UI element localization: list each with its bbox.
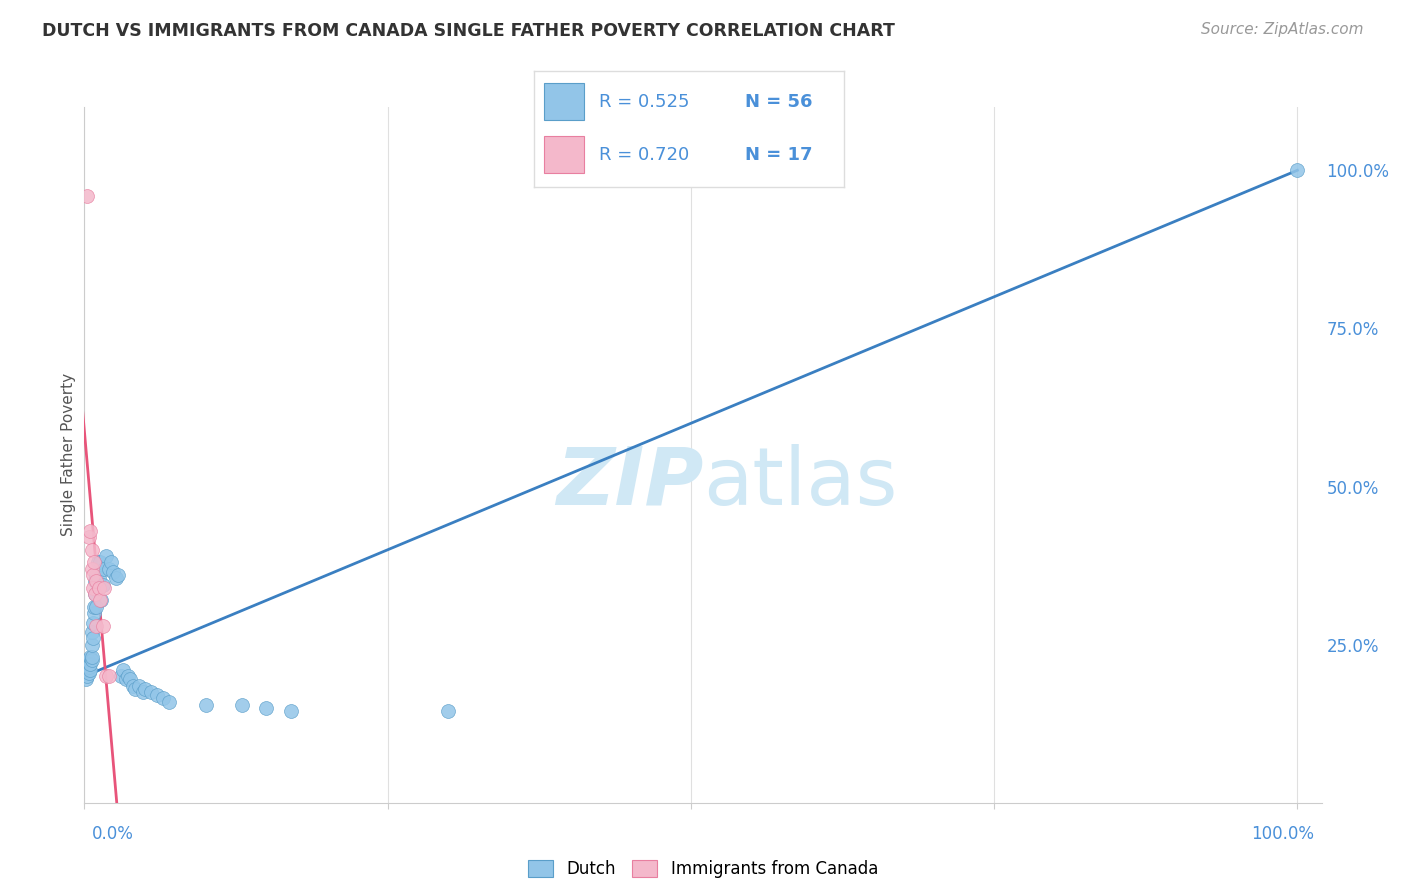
Text: N = 17: N = 17 xyxy=(745,146,813,164)
Point xyxy=(103,565,125,579)
Point xyxy=(79,650,101,665)
Point xyxy=(87,571,110,585)
Point xyxy=(75,673,97,687)
Point xyxy=(96,549,118,563)
Point xyxy=(152,691,174,706)
Point xyxy=(80,625,103,640)
Point xyxy=(100,556,122,570)
Point xyxy=(107,568,129,582)
Point xyxy=(122,679,145,693)
Point xyxy=(80,562,103,576)
Point xyxy=(84,587,107,601)
Point xyxy=(89,556,111,570)
Point xyxy=(131,685,153,699)
Point xyxy=(79,663,101,677)
Point xyxy=(437,704,460,718)
Point xyxy=(110,669,132,683)
Point xyxy=(82,568,104,582)
Point xyxy=(128,679,150,693)
Y-axis label: Single Father Poverty: Single Father Poverty xyxy=(60,374,76,536)
Point xyxy=(146,688,169,702)
Point xyxy=(77,657,100,671)
Point xyxy=(77,657,100,671)
Point xyxy=(83,556,105,570)
Point xyxy=(124,681,146,696)
Point xyxy=(157,695,180,709)
Point xyxy=(194,698,217,712)
Point xyxy=(77,660,100,674)
Point xyxy=(82,581,104,595)
Point xyxy=(117,669,139,683)
Point xyxy=(86,556,108,570)
Text: ZIP: ZIP xyxy=(555,443,703,522)
Point xyxy=(120,673,142,687)
Point xyxy=(254,701,277,715)
Point xyxy=(93,562,115,576)
Text: N = 56: N = 56 xyxy=(745,93,813,111)
Point xyxy=(104,571,127,585)
Point xyxy=(91,618,114,632)
Point xyxy=(80,542,103,557)
Point xyxy=(114,673,136,687)
Bar xyxy=(544,83,583,120)
Point xyxy=(77,653,100,667)
Point xyxy=(76,669,98,683)
Point xyxy=(86,618,108,632)
Point xyxy=(80,653,103,667)
Point xyxy=(96,669,118,683)
Point xyxy=(112,663,135,677)
Text: atlas: atlas xyxy=(703,443,897,522)
Point xyxy=(89,593,111,607)
Point xyxy=(134,681,156,696)
Point xyxy=(231,698,253,712)
Text: Source: ZipAtlas.com: Source: ZipAtlas.com xyxy=(1201,22,1364,37)
Point xyxy=(80,650,103,665)
Legend: Dutch, Immigrants from Canada: Dutch, Immigrants from Canada xyxy=(522,854,884,885)
Text: DUTCH VS IMMIGRANTS FROM CANADA SINGLE FATHER POVERTY CORRELATION CHART: DUTCH VS IMMIGRANTS FROM CANADA SINGLE F… xyxy=(42,22,896,40)
Point xyxy=(91,577,114,591)
Point xyxy=(79,524,101,538)
Point xyxy=(82,632,104,646)
Point xyxy=(83,606,105,620)
Point xyxy=(76,188,98,202)
Point xyxy=(77,666,100,681)
Text: R = 0.525: R = 0.525 xyxy=(599,93,690,111)
Point xyxy=(86,568,108,582)
Point xyxy=(77,663,100,677)
Point xyxy=(83,599,105,614)
Point xyxy=(90,593,112,607)
Point xyxy=(1286,163,1309,178)
Point xyxy=(93,581,115,595)
Point xyxy=(86,574,108,589)
Point xyxy=(280,704,302,718)
Bar xyxy=(544,136,583,173)
Text: 100.0%: 100.0% xyxy=(1251,825,1315,843)
Point xyxy=(97,562,120,576)
Point xyxy=(84,574,107,589)
Text: R = 0.720: R = 0.720 xyxy=(599,146,689,164)
Point xyxy=(79,657,101,671)
Point xyxy=(77,530,100,544)
Point xyxy=(80,638,103,652)
Point xyxy=(97,669,120,683)
Point xyxy=(86,599,108,614)
Point xyxy=(139,685,162,699)
Point xyxy=(84,587,107,601)
Text: 0.0%: 0.0% xyxy=(91,825,134,843)
Point xyxy=(82,615,104,630)
Point xyxy=(76,660,98,674)
Point xyxy=(87,581,110,595)
